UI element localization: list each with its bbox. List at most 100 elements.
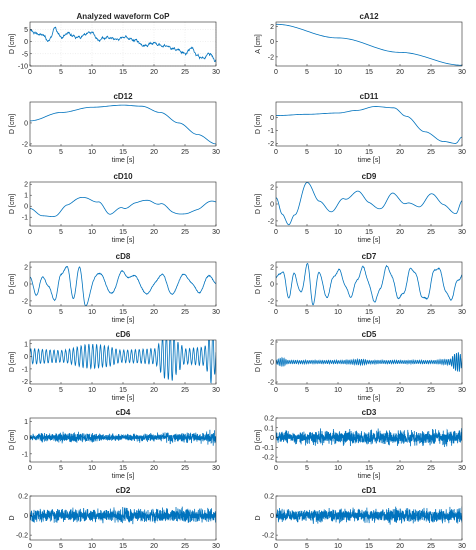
x-tick-label: 30 [212, 543, 220, 550]
x-tick-label: 0 [274, 229, 278, 236]
x-tick-label: 25 [427, 309, 435, 316]
x-tick-label: 30 [212, 69, 220, 76]
y-tick-label: -2 [268, 298, 274, 305]
y-tick-label: 0 [270, 513, 274, 520]
x-tick-label: 15 [119, 543, 127, 550]
x-tick-label: 25 [181, 69, 189, 76]
x-tick-label: 5 [305, 543, 309, 550]
y-tick-label: -0.2 [262, 455, 274, 462]
subplot-title: cD1 [362, 486, 377, 495]
x-tick-label: 30 [212, 309, 220, 316]
signal-trace [276, 106, 462, 144]
subplot-title: cD5 [362, 330, 377, 339]
x-axis-label: time [s] [358, 395, 381, 402]
y-tick-label: 0.1 [264, 425, 274, 432]
x-tick-label: 5 [59, 465, 63, 472]
y-tick-label: 0 [270, 115, 274, 122]
y-axis-label: D [cm] [255, 274, 262, 294]
x-tick-label: 20 [396, 149, 404, 156]
x-tick-label: 30 [212, 387, 220, 394]
x-tick-label: 30 [458, 387, 466, 394]
x-tick-label: 25 [427, 387, 435, 394]
y-axis-label: D [255, 515, 262, 520]
x-tick-label: 10 [88, 229, 96, 236]
x-tick-label: 10 [334, 543, 342, 550]
x-tick-label: 20 [396, 69, 404, 76]
x-tick-label: 10 [88, 465, 96, 472]
x-tick-label: 15 [365, 309, 373, 316]
x-tick-label: 0 [28, 149, 32, 156]
y-tick-label: 0 [270, 39, 274, 46]
x-tick-label: 0 [28, 465, 32, 472]
signal-trace [276, 506, 462, 525]
x-tick-label: 25 [181, 387, 189, 394]
signal-trace [276, 23, 462, 66]
y-tick-label: -2 [22, 141, 28, 148]
y-axis-label: D [cm] [255, 114, 262, 134]
y-tick-label: 2 [270, 185, 274, 192]
subplot-title: cD4 [116, 408, 131, 417]
signal-trace [30, 340, 216, 384]
signal-trace [30, 104, 216, 145]
x-axis-label: time [s] [358, 317, 381, 324]
x-tick-label: 0 [28, 229, 32, 236]
x-tick-label: 30 [212, 465, 220, 472]
x-tick-label: 10 [334, 465, 342, 472]
x-tick-label: 30 [458, 465, 466, 472]
x-tick-label: 30 [458, 543, 466, 550]
y-tick-label: -2 [22, 298, 28, 305]
x-tick-label: 10 [334, 229, 342, 236]
subplot-title: cD11 [360, 92, 379, 101]
plot-area [30, 262, 216, 306]
x-tick-label: 30 [458, 309, 466, 316]
x-tick-label: 20 [396, 543, 404, 550]
y-tick-label: 0 [24, 354, 28, 361]
x-tick-label: 5 [305, 149, 309, 156]
subplot-analyzed-waveform-cop: 0 5 10 15 20 25 30 -10 -5 0 5 Analyzed waveform CoP… [9, 12, 220, 76]
y-tick-label: 1 [24, 341, 28, 348]
x-tick-label: 5 [59, 309, 63, 316]
y-tick-label: 0 [24, 435, 28, 442]
x-axis-label: time [s] [112, 317, 135, 324]
x-tick-label: 5 [305, 387, 309, 394]
x-tick-label: 0 [274, 309, 278, 316]
x-tick-label: 15 [365, 543, 373, 550]
y-tick-label: 0.2 [264, 494, 274, 501]
x-tick-label: 10 [88, 309, 96, 316]
y-axis-label: D [cm] [9, 34, 16, 54]
x-tick-label: 20 [150, 69, 158, 76]
x-tick-label: 10 [88, 69, 96, 76]
plot-area [276, 102, 462, 146]
y-tick-label: 2 [24, 265, 28, 272]
subplot-title: cD2 [116, 486, 131, 495]
y-tick-label: -2 [268, 218, 274, 225]
x-axis-label: time [s] [358, 473, 381, 480]
x-tick-label: 15 [365, 387, 373, 394]
y-axis-label: D [9, 515, 16, 520]
x-tick-label: 25 [427, 69, 435, 76]
plot-area [276, 182, 462, 226]
x-tick-label: 5 [59, 149, 63, 156]
y-axis-label: D [cm] [9, 114, 16, 134]
x-tick-label: 15 [365, 149, 373, 156]
x-tick-label: 20 [150, 543, 158, 550]
x-tick-label: 30 [212, 149, 220, 156]
x-axis-label: time [s] [112, 473, 135, 480]
x-tick-label: 20 [150, 149, 158, 156]
x-tick-label: 0 [28, 69, 32, 76]
x-tick-label: 15 [119, 229, 127, 236]
x-tick-label: 10 [334, 69, 342, 76]
x-tick-label: 0 [28, 387, 32, 394]
x-tick-label: 0 [274, 69, 278, 76]
signal-trace [30, 196, 216, 217]
x-tick-label: 25 [427, 465, 435, 472]
y-tick-label: 2 [270, 340, 274, 347]
signal-trace [30, 26, 216, 62]
x-tick-label: 30 [458, 229, 466, 236]
x-tick-label: 5 [305, 229, 309, 236]
y-axis-label: D [cm] [255, 352, 262, 372]
